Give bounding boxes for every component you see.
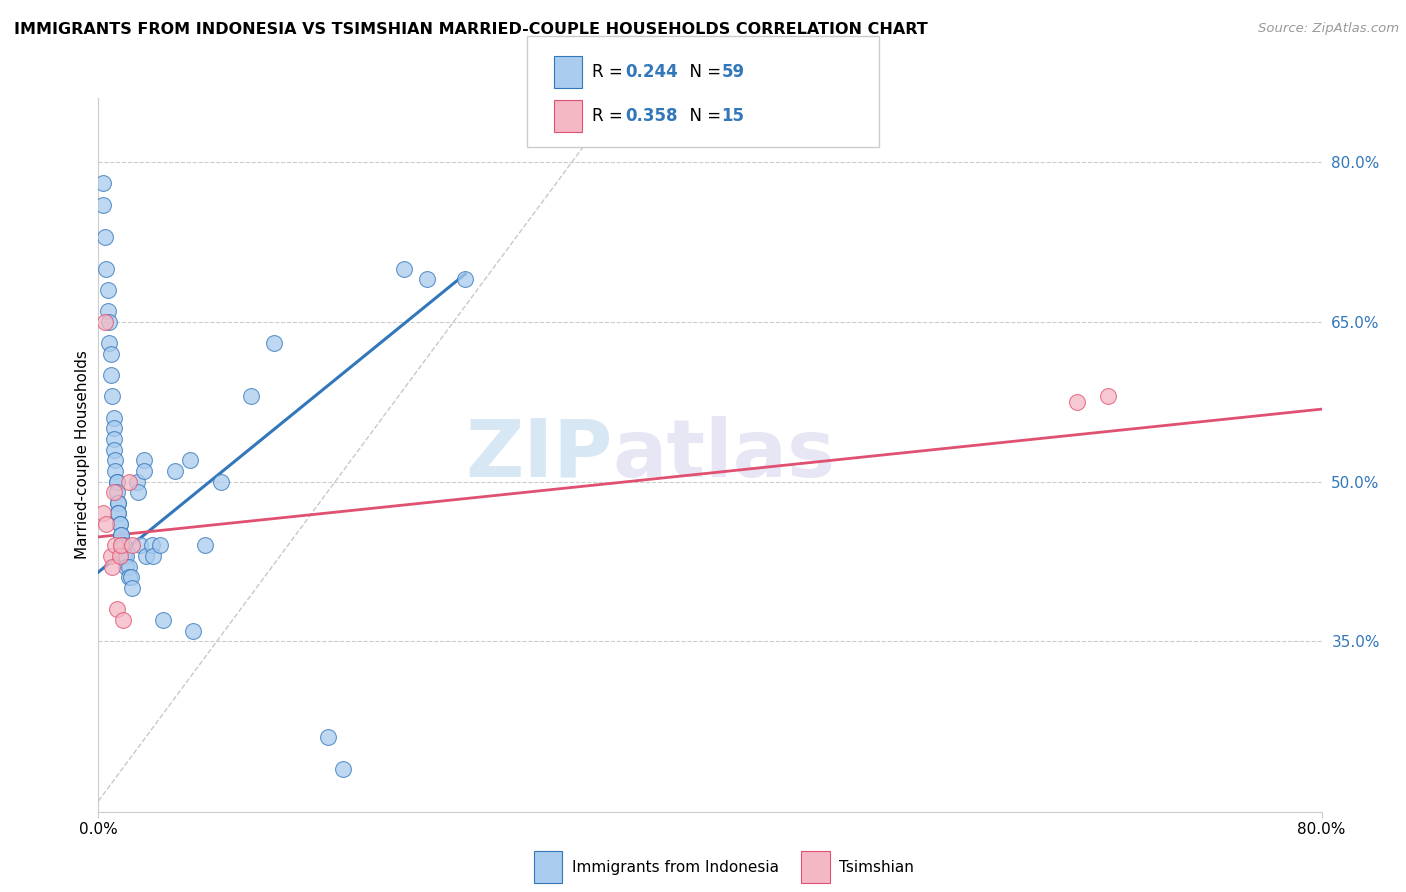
Point — [104, 538, 127, 552]
Point — [107, 496, 129, 510]
Point — [149, 538, 172, 552]
Point — [105, 485, 128, 500]
Text: N =: N = — [679, 107, 727, 125]
Point — [103, 442, 125, 457]
Point — [97, 304, 120, 318]
Text: Immigrants from Indonesia: Immigrants from Indonesia — [572, 861, 779, 875]
Point — [103, 485, 125, 500]
Point — [127, 485, 149, 500]
Point — [392, 261, 416, 276]
Point — [152, 613, 174, 627]
Text: 0.358: 0.358 — [626, 107, 678, 125]
Point — [110, 538, 132, 552]
Point — [163, 464, 186, 478]
Point — [118, 559, 141, 574]
Point — [107, 507, 129, 521]
Y-axis label: Married-couple Households: Married-couple Households — [75, 351, 90, 559]
Point — [112, 549, 135, 563]
Point — [93, 229, 115, 244]
Point — [209, 475, 232, 489]
Point — [97, 283, 120, 297]
Point — [112, 538, 135, 552]
Point — [332, 762, 354, 776]
Point — [121, 581, 143, 595]
Point — [120, 570, 142, 584]
Text: Tsimshian: Tsimshian — [839, 861, 914, 875]
Point — [121, 538, 143, 552]
Point — [107, 496, 129, 510]
Point — [91, 507, 114, 521]
Point — [107, 507, 129, 521]
Point — [108, 517, 131, 532]
Point — [142, 549, 165, 563]
Text: ZIP: ZIP — [465, 416, 612, 494]
Point — [94, 517, 117, 532]
Point — [101, 559, 124, 574]
Point — [118, 475, 141, 489]
Point — [108, 517, 131, 532]
Point — [105, 475, 128, 489]
Point — [101, 389, 124, 403]
Point — [141, 538, 163, 552]
Point — [100, 347, 122, 361]
Point — [240, 389, 263, 403]
Text: Source: ZipAtlas.com: Source: ZipAtlas.com — [1258, 22, 1399, 36]
Point — [105, 602, 128, 616]
Text: 0.244: 0.244 — [626, 63, 679, 81]
Point — [263, 336, 285, 351]
Point — [100, 368, 122, 382]
Point — [134, 464, 156, 478]
Point — [316, 730, 339, 744]
Point — [98, 336, 121, 351]
Point — [94, 261, 117, 276]
Point — [1097, 389, 1119, 403]
Point — [100, 549, 122, 563]
Point — [111, 613, 134, 627]
Text: N =: N = — [679, 63, 727, 81]
Point — [179, 453, 201, 467]
Point — [135, 549, 157, 563]
Point — [103, 432, 125, 446]
Point — [118, 570, 141, 584]
Point — [105, 475, 128, 489]
Point — [181, 624, 204, 638]
Point — [115, 549, 138, 563]
Point — [194, 538, 217, 552]
Text: atlas: atlas — [612, 416, 835, 494]
Point — [93, 315, 115, 329]
Point — [104, 464, 127, 478]
Point — [108, 549, 131, 563]
Point — [104, 453, 127, 467]
Point — [128, 538, 150, 552]
Point — [98, 315, 121, 329]
Point — [110, 528, 132, 542]
Point — [115, 559, 138, 574]
Point — [103, 421, 125, 435]
Text: R =: R = — [592, 107, 628, 125]
Point — [416, 272, 439, 286]
Point — [110, 538, 132, 552]
Point — [125, 475, 148, 489]
Point — [91, 197, 114, 211]
Point — [134, 453, 156, 467]
Text: 59: 59 — [721, 63, 744, 81]
Text: 15: 15 — [721, 107, 744, 125]
Point — [110, 528, 132, 542]
Point — [103, 410, 125, 425]
Point — [91, 177, 114, 191]
Point — [1066, 394, 1088, 409]
Text: IMMIGRANTS FROM INDONESIA VS TSIMSHIAN MARRIED-COUPLE HOUSEHOLDS CORRELATION CHA: IMMIGRANTS FROM INDONESIA VS TSIMSHIAN M… — [14, 22, 928, 37]
Text: R =: R = — [592, 63, 628, 81]
Point — [454, 272, 477, 286]
